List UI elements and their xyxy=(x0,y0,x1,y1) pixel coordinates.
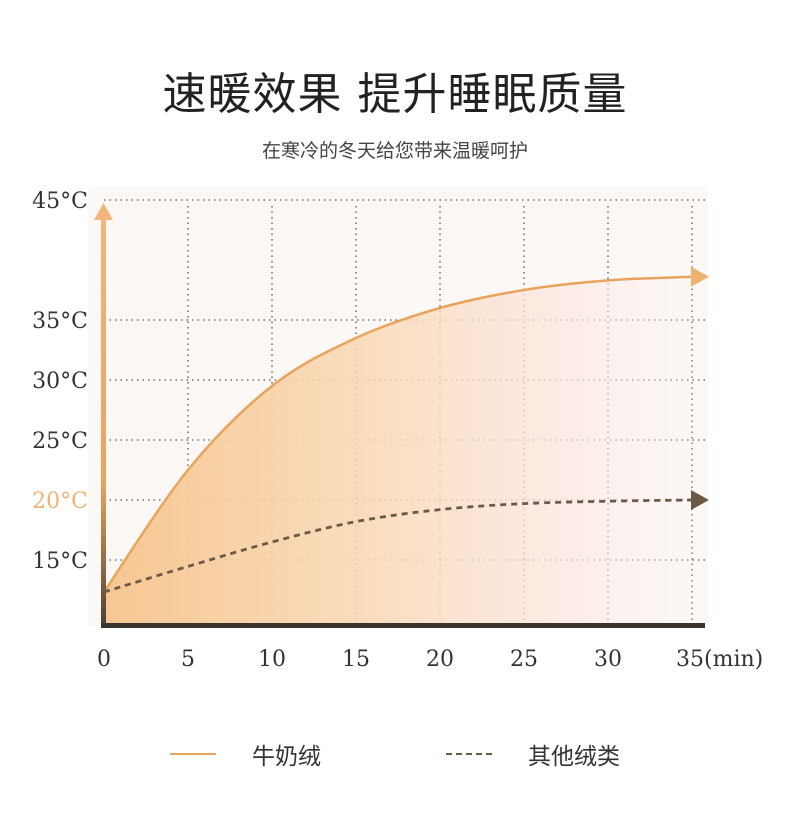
legend-swatch-dashed xyxy=(446,753,492,755)
x-tick-label: 0 xyxy=(97,647,111,672)
series-arrowhead xyxy=(691,490,709,510)
x-tick-label: 20 xyxy=(426,647,454,672)
y-tick-label: 45°C xyxy=(32,189,88,214)
page-subtitle: 在寒冷的冬天给您带来温暖呵护 xyxy=(261,140,528,162)
legend-item-milk-velvet: 牛奶绒 xyxy=(170,736,321,772)
x-tick-label: 10 xyxy=(258,647,286,672)
x-axis xyxy=(101,623,705,628)
x-tick-label: 15 xyxy=(342,647,370,672)
y-tick-label: 25°C xyxy=(32,429,88,454)
x-tick-label: 25 xyxy=(510,647,538,672)
series-area-milk-velvet xyxy=(104,276,692,625)
x-tick-label: 5 xyxy=(181,647,195,672)
x-tick-label: 35(min) xyxy=(676,647,763,672)
y-tick-label: 35°C xyxy=(32,309,88,334)
legend-item-other-velvet: 其他绒类 xyxy=(446,736,620,772)
y-tick-label: 20°C xyxy=(32,489,88,514)
y-axis-arrow xyxy=(94,203,113,220)
page-title: 速暖效果 提升睡眠质量 xyxy=(162,69,628,120)
legend-swatch-solid xyxy=(170,753,216,755)
series-arrowhead xyxy=(691,266,709,287)
legend-label: 牛奶绒 xyxy=(252,744,321,770)
series-line-milk-velvet xyxy=(102,275,693,593)
legend-label: 其他绒类 xyxy=(528,744,620,770)
x-tick-label: 30 xyxy=(594,647,622,672)
y-tick-label: 15°C xyxy=(32,549,88,574)
series-line-other-velvet xyxy=(103,498,693,594)
y-axis xyxy=(101,218,106,628)
y-tick-label: 30°C xyxy=(32,369,88,394)
